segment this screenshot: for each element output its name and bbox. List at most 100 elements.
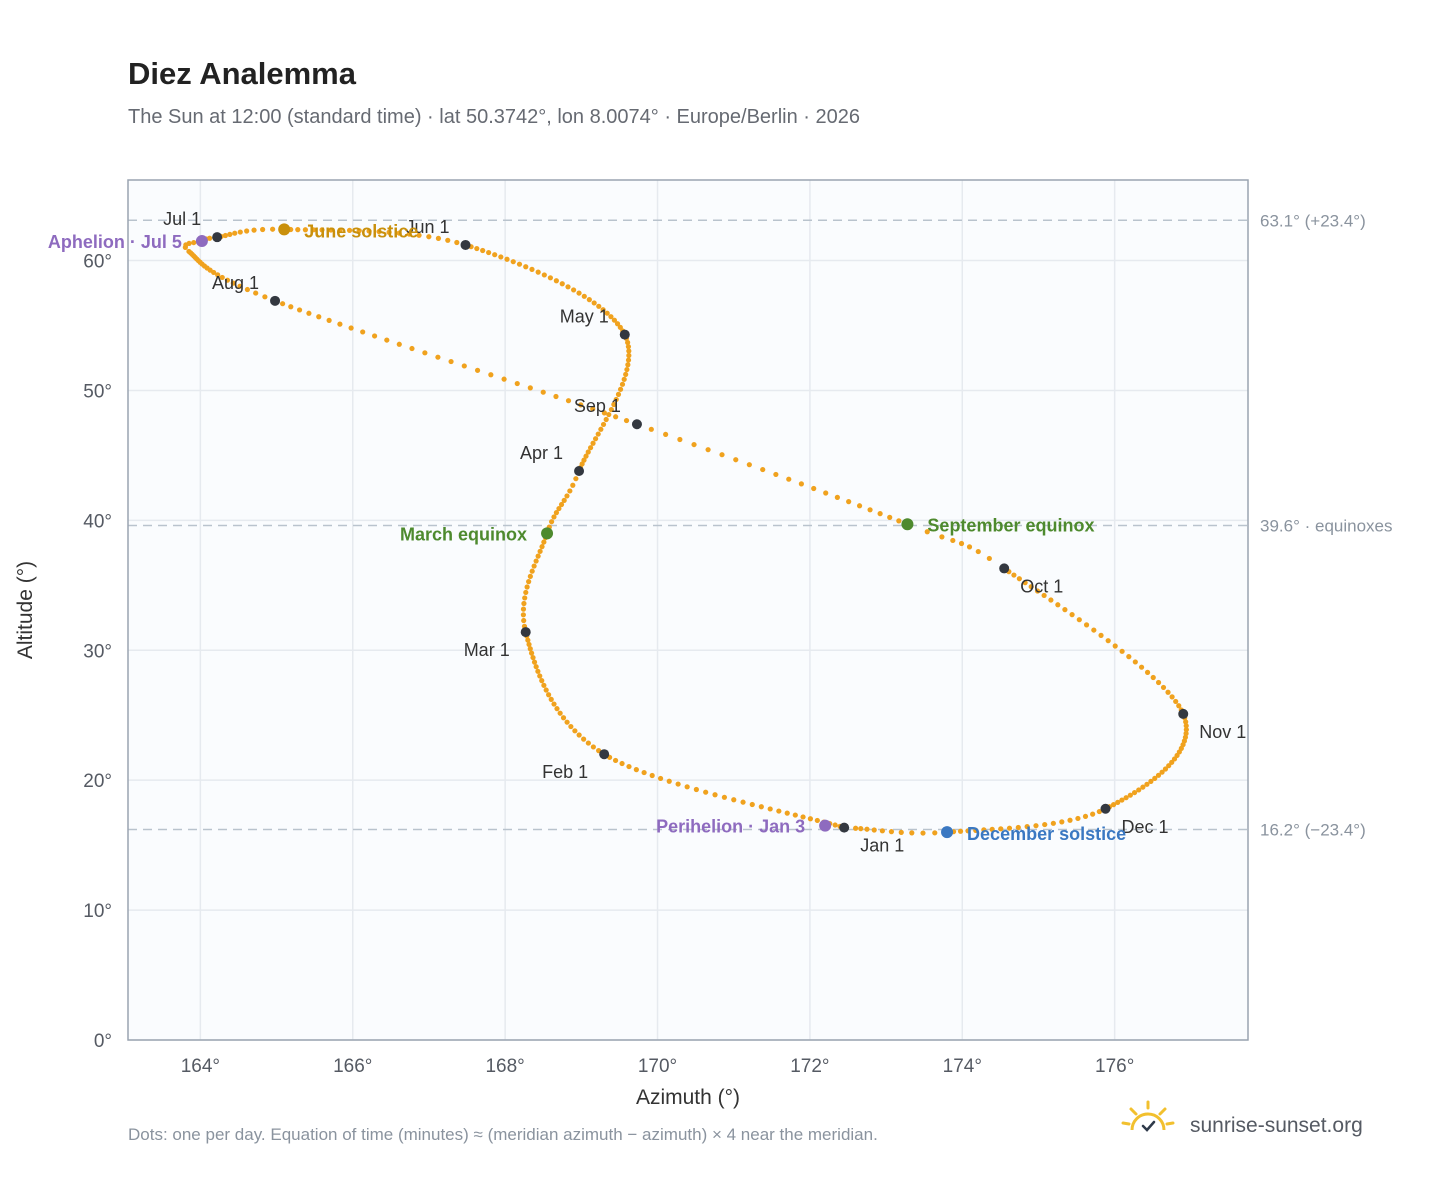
daily-dot <box>626 763 632 770</box>
daily-dot <box>396 341 402 347</box>
daily-dot <box>1048 597 1054 603</box>
daily-dot <box>626 348 632 354</box>
daily-dot <box>561 497 567 503</box>
daily-dot <box>758 804 764 810</box>
daily-dot <box>998 826 1004 832</box>
daily-dot <box>623 417 630 424</box>
daily-dot <box>595 431 601 437</box>
daily-dot <box>1059 819 1065 825</box>
daily-dot <box>581 736 587 742</box>
daily-dot <box>966 544 973 550</box>
y-tick-label: 60° <box>83 252 112 273</box>
daily-dot <box>596 303 602 309</box>
daily-dot <box>617 386 624 392</box>
daily-dot <box>215 272 221 278</box>
daily-dot <box>1067 817 1073 823</box>
daily-dot <box>867 507 873 513</box>
month-marker <box>999 563 1010 574</box>
daily-dot <box>776 808 782 814</box>
daily-dot <box>603 416 609 423</box>
daily-dot <box>191 239 197 246</box>
daily-dot <box>326 317 332 323</box>
daily-dot <box>600 421 607 428</box>
daily-dot <box>786 476 792 482</box>
month-label: Mar 1 <box>464 640 510 660</box>
daily-dot <box>626 352 632 359</box>
daily-dot <box>224 277 231 283</box>
daily-dot <box>541 682 547 688</box>
daily-dot <box>1140 784 1146 790</box>
daily-dot <box>546 692 552 698</box>
x-axis-label: Azimuth (°) <box>636 1086 740 1109</box>
daily-dot <box>262 294 268 300</box>
daily-dot <box>435 354 441 360</box>
daily-dot <box>328 227 334 233</box>
y-tick-label: 20° <box>83 771 112 792</box>
daily-dot <box>211 269 217 276</box>
daily-dot <box>877 511 883 517</box>
daily-dot <box>719 452 725 458</box>
daily-dot <box>1050 820 1056 826</box>
daily-dot <box>623 371 629 378</box>
daily-dot <box>625 344 632 350</box>
daily-dot <box>975 548 981 555</box>
daily-dot <box>244 228 250 234</box>
daily-dot <box>675 781 681 787</box>
chart-subtitle: The Sun at 12:00 (standard time) · lat 5… <box>128 106 860 128</box>
daily-dot <box>1110 802 1117 808</box>
event-marker <box>541 527 554 540</box>
daily-dot <box>535 668 541 674</box>
daily-dot <box>376 228 382 235</box>
daily-dot <box>625 339 631 346</box>
daily-dot <box>619 381 626 387</box>
daily-dot <box>932 830 938 836</box>
daily-dot <box>310 227 317 233</box>
daily-dot <box>705 447 711 453</box>
daily-dot <box>606 411 612 418</box>
daily-dot <box>625 357 632 363</box>
daily-dot <box>1034 588 1041 594</box>
month-label: Oct 1 <box>1020 576 1063 596</box>
daily-dot <box>573 476 579 482</box>
daily-dot <box>858 826 864 832</box>
daily-dot <box>319 227 325 233</box>
daily-dot <box>445 237 451 243</box>
event-markers: Aphelion · Jul 5 June solstice March equin… <box>48 221 1126 844</box>
daily-dot <box>615 391 622 397</box>
daily-dot <box>1112 643 1118 649</box>
daily-dot <box>1016 576 1022 582</box>
daily-dot <box>1123 795 1129 801</box>
daily-dot <box>260 226 266 233</box>
daily-dot <box>520 606 527 612</box>
month-label: May 1 <box>560 307 609 327</box>
daily-dot <box>832 822 838 828</box>
daily-dot <box>570 482 576 488</box>
month-marker <box>270 295 281 306</box>
daily-dot <box>846 499 852 505</box>
daily-dot <box>1096 808 1102 815</box>
daily-dot <box>560 715 567 721</box>
daily-dot <box>981 827 987 833</box>
daily-dot <box>543 687 549 693</box>
y-tick-label: 50° <box>83 381 112 402</box>
daily-dot <box>608 314 614 320</box>
daily-dot <box>693 786 699 793</box>
daily-dot <box>409 345 415 352</box>
daily-dot <box>288 304 294 310</box>
daily-dot <box>346 227 353 233</box>
daily-dot <box>253 290 259 296</box>
daily-dot <box>614 321 621 327</box>
daily-dot <box>1169 759 1175 765</box>
footnote: Dots: one per day. Equation of time (min… <box>128 1125 878 1144</box>
daily-dot <box>551 701 557 707</box>
daily-dot <box>529 266 535 272</box>
daily-dot <box>733 457 739 463</box>
daily-dot <box>237 283 243 289</box>
daily-dot <box>537 548 543 554</box>
daily-dot <box>348 325 354 331</box>
event-marker <box>278 223 291 236</box>
daily-dot <box>531 563 537 569</box>
daily-dot <box>1166 763 1172 769</box>
daily-dot <box>280 301 286 307</box>
daily-dot <box>1132 659 1138 665</box>
